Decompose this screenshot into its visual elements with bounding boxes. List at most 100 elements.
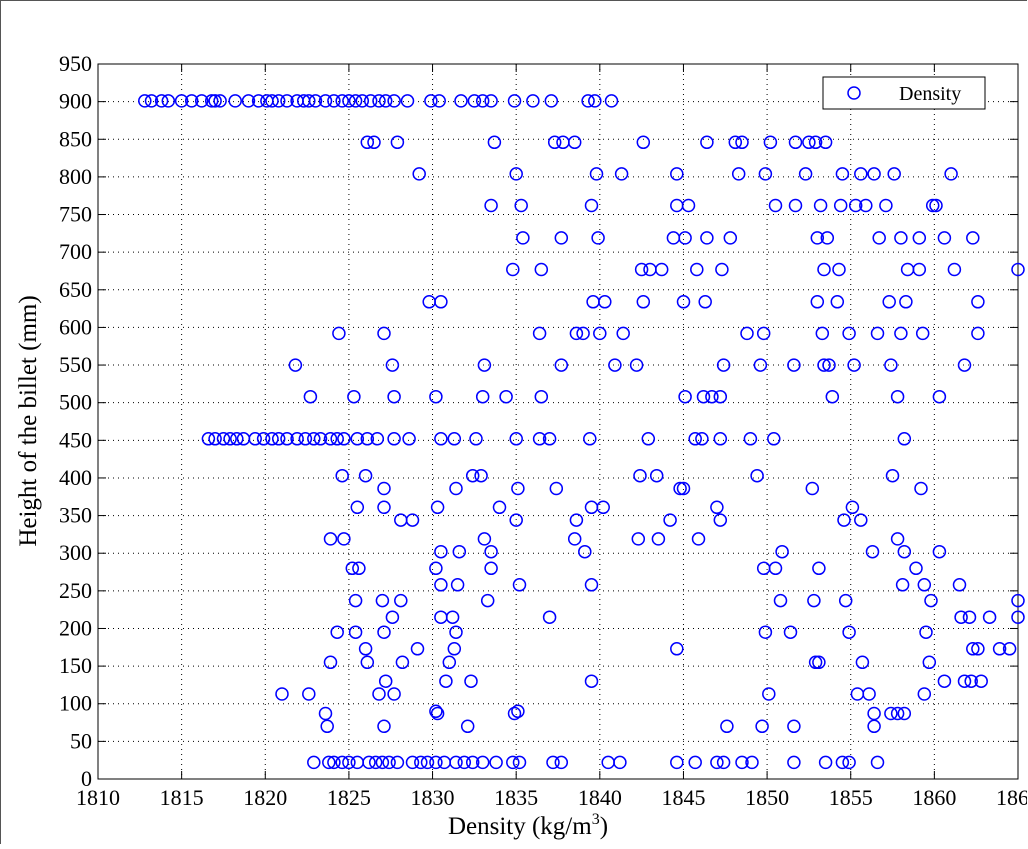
data-point — [288, 358, 303, 372]
data-point — [487, 135, 502, 150]
data-point — [280, 432, 294, 446]
data-point — [924, 593, 938, 608]
data-point — [430, 706, 445, 721]
data-point — [762, 687, 776, 701]
legend-marker — [847, 86, 861, 100]
data-point — [756, 561, 771, 576]
legend: Density — [822, 76, 986, 110]
y-tick-label: 750 — [59, 202, 92, 227]
data-point — [194, 94, 209, 108]
data-point — [509, 432, 523, 446]
data-point — [303, 389, 318, 404]
data-point — [854, 167, 868, 181]
data-point — [320, 719, 334, 734]
data-point — [507, 706, 522, 721]
data-point — [138, 94, 152, 108]
data-point — [914, 481, 928, 496]
data-point — [430, 500, 445, 515]
data-point — [676, 481, 691, 496]
data-point — [616, 326, 630, 341]
data-point — [713, 513, 728, 527]
data-point — [256, 432, 271, 446]
data-point — [787, 719, 801, 734]
data-point — [265, 94, 279, 108]
data-point — [966, 642, 980, 656]
data-point — [957, 674, 972, 688]
data-point — [832, 262, 846, 277]
data-point — [213, 94, 227, 108]
data-point — [884, 358, 898, 372]
data-point — [919, 625, 933, 639]
data-point — [484, 544, 498, 559]
data-point — [450, 578, 465, 592]
data-point — [947, 262, 962, 277]
data-point — [223, 432, 237, 446]
data-point — [753, 358, 768, 372]
data-point — [894, 326, 908, 341]
axis-ticks: 1810 1815 1820 1825 1830 1835 1840 1845 1850 1855… — [59, 51, 1028, 810]
data-point — [434, 432, 448, 446]
x-tick-label: 1830 — [411, 785, 455, 810]
data-point — [670, 755, 684, 770]
data-point — [758, 625, 773, 639]
data-point — [822, 358, 836, 372]
data-point — [601, 755, 615, 770]
data-point — [670, 198, 684, 213]
data-point — [337, 532, 351, 546]
data-point — [549, 481, 564, 496]
data-point — [596, 500, 610, 515]
data-point — [372, 687, 386, 701]
data-point — [542, 432, 557, 446]
data-point — [492, 500, 507, 515]
data-point — [439, 674, 453, 688]
data-point — [666, 231, 681, 245]
data-point — [362, 755, 376, 770]
data-point — [358, 468, 373, 483]
data-point — [767, 432, 781, 446]
data-point — [434, 578, 448, 592]
data-point — [511, 481, 525, 496]
legend-label: Density — [899, 83, 961, 105]
data-point — [318, 94, 333, 108]
data-point — [360, 135, 375, 150]
x-tick-label: 1855 — [829, 785, 873, 810]
data-point — [412, 167, 426, 181]
data-point — [360, 432, 375, 446]
data-point — [342, 755, 356, 770]
data-point — [932, 544, 947, 559]
data-point — [511, 704, 525, 719]
data-point — [890, 389, 905, 404]
data-point — [534, 389, 549, 404]
x-tick-label: 1860 — [912, 785, 956, 810]
data-point — [768, 198, 783, 213]
data-point — [201, 432, 216, 446]
data-point — [434, 610, 448, 624]
data-point — [894, 231, 908, 245]
data-point — [352, 561, 366, 576]
data-point — [405, 513, 420, 527]
data-point — [897, 706, 912, 721]
data-point — [608, 358, 622, 372]
data-point — [899, 295, 913, 309]
data-point — [812, 561, 826, 576]
data-point — [506, 755, 520, 770]
data-point — [358, 642, 373, 656]
data-point — [678, 231, 692, 245]
data-point — [554, 231, 569, 245]
data-point — [465, 468, 480, 483]
data-point — [870, 755, 885, 770]
data-point — [698, 295, 712, 309]
data-point — [275, 687, 289, 701]
data-point — [830, 295, 845, 309]
data-point — [788, 135, 803, 150]
data-point — [676, 295, 691, 309]
data-point — [670, 167, 684, 181]
data-point — [818, 755, 833, 770]
data-point — [833, 198, 848, 213]
data-point — [350, 500, 365, 515]
data-point — [695, 432, 709, 446]
data-point — [251, 94, 266, 108]
y-tick-label: 950 — [59, 51, 92, 76]
data-point — [394, 513, 408, 527]
data-point — [489, 755, 503, 770]
